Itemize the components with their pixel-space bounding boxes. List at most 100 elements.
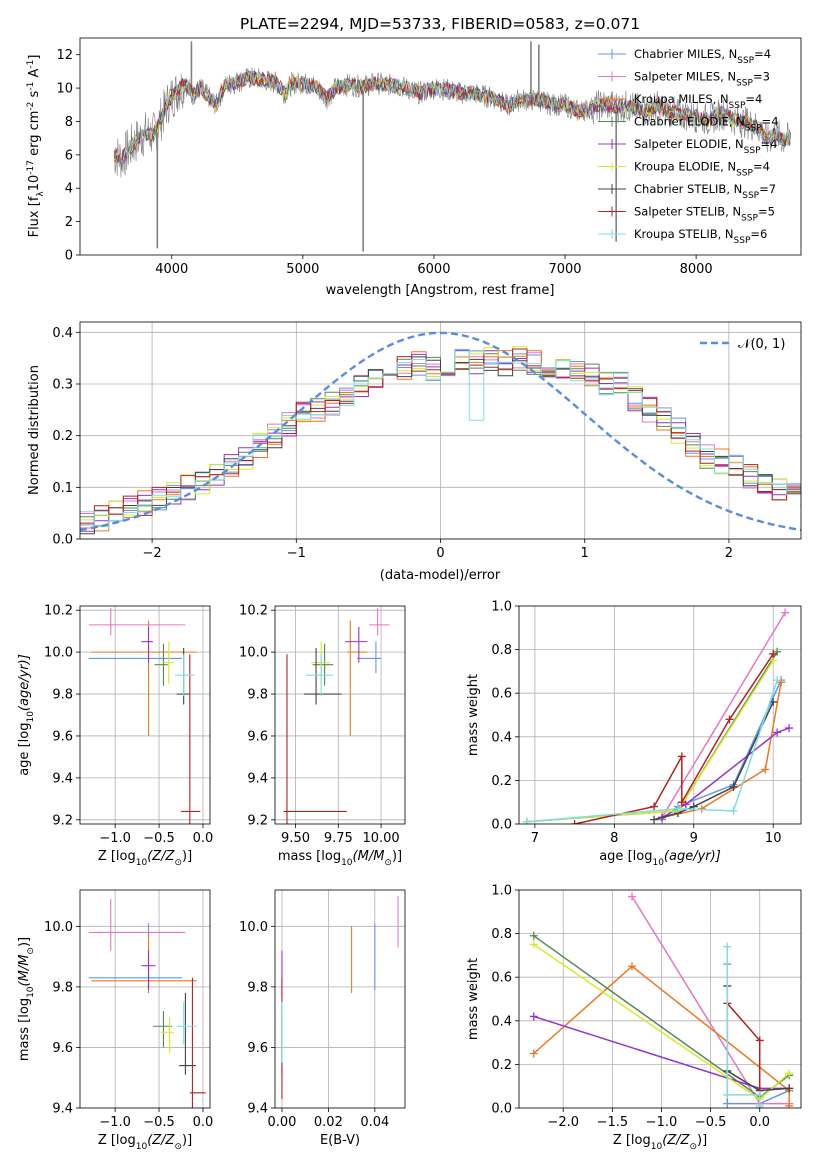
plus-marker <box>785 1101 794 1108</box>
label-part: =4 <box>762 115 779 129</box>
plus-marker <box>785 724 794 733</box>
y-tick-label: 9.4 <box>247 771 268 786</box>
x-tick-label: 0.02 <box>314 1115 343 1130</box>
errorbar-point <box>88 641 182 674</box>
label-part: =4 <box>761 137 778 151</box>
y-tick-label: 10.0 <box>239 920 268 935</box>
x-tick-label: −0.5 <box>143 1115 175 1130</box>
y-tick-label: 1.0 <box>491 884 512 899</box>
label-part: Salpeter STELIB, N <box>634 205 741 219</box>
y-tick-label: 0.2 <box>491 1058 512 1073</box>
x-tick-label: −2.0 <box>547 1115 579 1130</box>
plus-marker <box>773 676 782 685</box>
label-part: λ <box>36 191 46 197</box>
label-part: =7 <box>759 182 776 196</box>
legend-entry: Salpeter ELODIE, NSSP=4 <box>634 137 777 156</box>
y-axis-label: age [log10(age/yr)] <box>17 654 36 776</box>
label-part: =4 <box>753 160 770 174</box>
y-tick-label: 0.6 <box>491 687 512 702</box>
label-part: 10 <box>136 1142 148 1152</box>
mass_vs_Z-plot-area <box>80 890 210 1108</box>
plus-marker <box>677 798 686 807</box>
axes-frame <box>79 321 802 540</box>
y-tick-label: 1.0 <box>491 600 512 615</box>
y-tick-label: 9.6 <box>52 729 73 744</box>
label-part: SSP <box>745 124 762 134</box>
legend-entry: Salpeter STELIB, NSSP=5 <box>634 205 775 224</box>
x-tick-label: 0.00 <box>267 1115 296 1130</box>
x-tick-label: 0.0 <box>749 1115 770 1130</box>
plus-marker <box>773 728 782 737</box>
errorbar-point <box>310 641 330 684</box>
legend-entry: Kroupa MILES, NSSP=4 <box>634 92 762 111</box>
gaussian-curve <box>80 331 801 532</box>
series-line <box>526 679 778 823</box>
plus-marker <box>529 940 538 949</box>
mass-weight-series <box>657 676 786 824</box>
label-part: -1 <box>26 60 36 69</box>
label-part: SSP <box>741 214 758 224</box>
label-part: Z [log <box>613 1133 651 1148</box>
label-part: Chabrier ELODIE, N <box>634 115 745 129</box>
errorbar-point <box>369 608 390 636</box>
errorbar-point <box>152 1011 173 1048</box>
plus-marker <box>570 820 579 824</box>
plus-marker <box>650 802 659 811</box>
x-axis-label: E(B-V) <box>320 1133 360 1148</box>
plus-marker <box>723 942 732 951</box>
plus-marker <box>529 1049 538 1058</box>
label-part: 10 <box>651 1142 663 1152</box>
y-tick-label: 12 <box>56 48 73 63</box>
residuals-axes: −2 −1 0 1 2 0.0 0.1 0.2 0.3 0.4 <box>52 321 802 561</box>
y-tick-label: 9.8 <box>247 980 268 995</box>
massweight_vs_Z-plot-area <box>519 890 801 1108</box>
x-tick-label: 6000 <box>417 262 450 277</box>
label-part: SSP <box>736 79 753 89</box>
axes-frame <box>79 37 802 256</box>
age_vs_mass-axes: 9.50 9.75 10.00 9.2 9.4 9.6 9.8 10.0 10.2 <box>239 604 406 846</box>
label-part: erg cm <box>27 111 42 160</box>
x-axis-label: Z [log10(Z/Z⊙)] <box>98 849 192 868</box>
mass-weight-series <box>522 676 782 824</box>
label-part: Salpeter MILES, N <box>634 70 736 84</box>
x-tick-label: 7000 <box>548 262 581 277</box>
y-axis-label: mass [log10(M/M⊙)] <box>17 937 36 1061</box>
y-tick-label: 9.4 <box>247 1102 268 1117</box>
errorbar-point <box>91 932 197 993</box>
label-part: =4 <box>745 92 762 106</box>
mass-weight-series <box>657 608 790 822</box>
legend-entry: Kroupa ELODIE, NSSP=4 <box>634 160 770 179</box>
plus-marker <box>723 1099 732 1108</box>
y-tick-label: 2 <box>65 215 73 230</box>
legend-entry: 𝒩(0, 1) <box>738 337 785 352</box>
label-part: )] <box>182 1133 192 1148</box>
x-tick-label: −1 <box>287 546 306 561</box>
y-tick-label: 0.8 <box>491 643 512 658</box>
label-part: =5 <box>758 205 775 219</box>
y-tick-label: 0 <box>65 249 73 264</box>
histogram-step <box>80 352 801 514</box>
series-line <box>726 1002 761 1108</box>
y-tick-label: 9.4 <box>52 771 73 786</box>
histogram-step <box>80 349 801 532</box>
axes-frame <box>79 605 211 825</box>
age_vs_mass-plot-area <box>275 606 405 824</box>
label-part: Kroupa STELIB, N <box>634 227 734 241</box>
series-line <box>661 679 782 821</box>
axes-frame <box>518 605 802 825</box>
x-tick-label: 9.50 <box>281 831 310 846</box>
y-tick-label: 0.4 <box>52 326 73 341</box>
y-tick-label: 0.1 <box>52 481 73 496</box>
x-axis-label: wavelength [Angstrom, rest frame] <box>326 283 555 298</box>
label-part: 10 <box>341 858 353 868</box>
mass-weight-series <box>529 962 794 1108</box>
spectrum-plot-area <box>113 41 791 252</box>
y-tick-label: 0.0 <box>52 533 73 548</box>
x-tick-label: 9 <box>690 831 698 846</box>
massweight_vs_Z-axes: −2.0 −1.5 −1.0 −0.5 0.0 0.0 0.2 0.4 0.6 0.8 1.0 <box>491 884 802 1130</box>
y-tick-label: 9.8 <box>247 688 268 703</box>
series-line <box>574 653 774 824</box>
histogram-legend: 𝒩(0, 1) <box>700 337 785 352</box>
errorbar-point <box>141 950 156 990</box>
label-part: =6 <box>750 227 767 241</box>
